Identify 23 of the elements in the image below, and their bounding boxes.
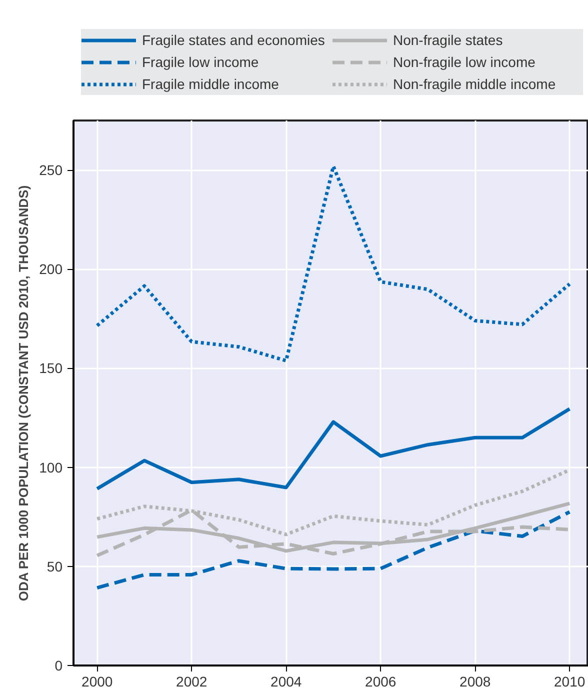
legend-label: Fragile middle income xyxy=(142,75,280,94)
line-series xyxy=(95,164,572,362)
y-axis-title: ODA PER 1000 POPULATION (CONSTANT USD 2010, THOUSANDS) xyxy=(16,185,32,602)
line-series xyxy=(95,502,572,553)
y-tick-label: 150 xyxy=(39,360,63,376)
legend-label: Fragile states and economies xyxy=(142,31,326,50)
legend-label: Non-fragile low income xyxy=(393,53,536,72)
line-series xyxy=(95,510,572,590)
x-tick-label: 2010 xyxy=(554,674,586,690)
x-tick-label: 2002 xyxy=(176,674,208,690)
y-tick-label: 100 xyxy=(39,459,63,476)
legend-label: Non-fragile middle income xyxy=(393,75,557,94)
x-tick-label: 2006 xyxy=(365,674,396,690)
x-tick-label: 2008 xyxy=(460,674,491,690)
legend-label: Fragile low income xyxy=(142,53,260,72)
y-tick-label: 200 xyxy=(39,261,63,278)
y-tick-label: 50 xyxy=(46,558,63,574)
x-tick-label: 2000 xyxy=(82,674,113,690)
y-tick-label: 0 xyxy=(54,658,63,674)
legend-label: Non-fragile states xyxy=(393,31,504,50)
x-tick-label: 2004 xyxy=(270,674,302,690)
line-series xyxy=(95,407,572,490)
y-tick-label: 250 xyxy=(39,162,63,178)
